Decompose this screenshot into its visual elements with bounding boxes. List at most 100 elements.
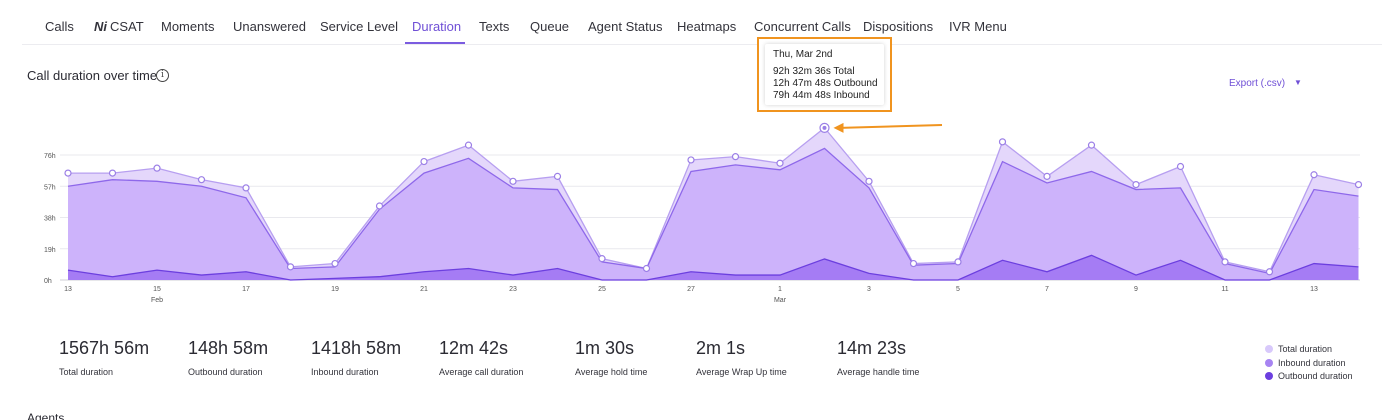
- tab-calls[interactable]: Calls: [45, 19, 74, 34]
- chart-title: Call duration over time: [27, 68, 158, 83]
- x-tick-sublabel: Feb: [151, 297, 163, 304]
- x-tick-label: 11: [1221, 286, 1228, 293]
- tab-ivr-menu[interactable]: IVR Menu: [949, 19, 1007, 34]
- tab-bar: Calls Ni CSAT Moments Unanswered Service …: [22, 0, 1382, 45]
- stat-label: Average call duration: [439, 367, 524, 377]
- stat-average-call-duration: 12m 42s Average call duration: [439, 338, 523, 377]
- legend-swatch: [1265, 372, 1273, 380]
- data-point: [1310, 171, 1318, 179]
- y-tick-label: 0h: [44, 278, 52, 285]
- stat-label: Total duration: [59, 367, 114, 377]
- legend-item-outbound[interactable]: Outbound duration: [1265, 371, 1353, 385]
- tab-service-level[interactable]: Service Level: [320, 19, 399, 34]
- data-point: [1043, 172, 1051, 180]
- legend-item-total[interactable]: Total duration: [1265, 344, 1353, 358]
- line-total-duration: [68, 126, 1359, 273]
- y-tick-label: 76h: [44, 153, 56, 160]
- data-point: [153, 164, 161, 172]
- stat-average-wrap-up-time: 2m 1s Average Wrap Up time: [696, 338, 787, 377]
- chart-legend: Total duration Inbound duration Outbound…: [1265, 344, 1353, 385]
- legend-label: Inbound duration: [1278, 357, 1346, 368]
- data-point: [909, 259, 918, 268]
- active-tab-indicator: [405, 42, 465, 44]
- line-outbound-duration: [67, 254, 1359, 281]
- data-point: [954, 258, 962, 266]
- tab-queue[interactable]: Queue: [530, 19, 570, 34]
- x-tick-label: 19: [331, 286, 339, 293]
- tab-csat-label: CSAT: [110, 19, 144, 34]
- stat-average-hold-time: 1m 30s Average hold time: [575, 338, 647, 377]
- stat-label: Average handle time: [837, 367, 920, 377]
- data-point: [687, 156, 695, 164]
- tab-unanswered[interactable]: Unanswered: [233, 19, 306, 34]
- tooltip-highlight-frame: Thu, Mar 2nd 92h 32m 36s Total 12h 47m 4…: [757, 37, 892, 112]
- stat-value: 12m 42s: [439, 338, 509, 358]
- data-point: [1354, 181, 1363, 189]
- chart-tooltip: Thu, Mar 2nd 92h 32m 36s Total 12h 47m 4…: [765, 44, 884, 105]
- tab-moments[interactable]: Moments: [161, 19, 215, 34]
- stat-label: Outbound duration: [188, 367, 263, 377]
- y-tick-label: 38h: [44, 216, 56, 223]
- data-point: [509, 177, 517, 185]
- data-point: [865, 177, 873, 185]
- data-point: [1132, 181, 1140, 189]
- stat-label: Average hold time: [575, 367, 648, 377]
- x-tick-label: 9: [1134, 286, 1138, 293]
- x-tick-label: 13: [1310, 286, 1318, 293]
- data-point: [731, 153, 740, 161]
- tab-agent-status[interactable]: Agent Status: [588, 19, 663, 34]
- x-tick-label: 27: [687, 286, 695, 293]
- tab-concurrent-calls[interactable]: Concurrent Calls: [754, 19, 851, 34]
- stat-inbound-duration: 1418h 58m Inbound duration: [311, 338, 401, 377]
- y-tick-label: 57h: [44, 184, 56, 191]
- csat-logo-icon: Ni: [94, 19, 107, 34]
- tooltip-total: 92h 32m 36s Total: [773, 66, 855, 77]
- callout-arrow-head: [833, 122, 844, 133]
- x-tick-label: 25: [598, 286, 606, 293]
- data-point: [776, 159, 784, 167]
- data-point: [998, 138, 1007, 146]
- tab-csat[interactable]: Ni CSAT: [94, 19, 144, 34]
- info-icon[interactable]: i: [156, 69, 169, 82]
- stat-value: 1m 30s: [575, 338, 635, 358]
- x-tick-label: 21: [420, 286, 428, 293]
- tab-texts[interactable]: Texts: [479, 19, 510, 34]
- tab-heatmaps[interactable]: Heatmaps: [677, 19, 737, 34]
- x-tick-label: 13: [64, 286, 72, 293]
- data-point: [1087, 141, 1096, 149]
- x-tick-label: 3: [867, 286, 871, 293]
- callout-arrow-line: [840, 124, 943, 129]
- legend-label: Outbound duration: [1278, 371, 1353, 381]
- legend-item-inbound[interactable]: Inbound duration: [1265, 358, 1353, 372]
- x-tick-label: 7: [1045, 286, 1049, 293]
- data-point: [1176, 162, 1185, 171]
- line-inbound-duration: [67, 147, 1359, 275]
- y-tick-label: 19h: [44, 247, 56, 254]
- tooltip-date: Thu, Mar 2nd: [773, 49, 833, 60]
- area-outbound-duration: [68, 255, 1359, 280]
- x-tick-label: 1: [778, 286, 782, 293]
- area-inbound-duration: [68, 148, 1359, 280]
- tab-duration[interactable]: Duration: [412, 19, 462, 34]
- caret-down-icon[interactable]: ▼: [1294, 78, 1302, 87]
- data-point: [64, 169, 72, 177]
- legend-swatch: [1265, 345, 1273, 353]
- data-point: [242, 184, 250, 192]
- data-point: [642, 264, 651, 273]
- tab-dispositions[interactable]: Dispositions: [863, 19, 934, 34]
- x-tick-sublabel: Mar: [774, 297, 787, 304]
- stat-label: Average Wrap Up time: [696, 367, 787, 377]
- stat-value: 2m 1s: [696, 338, 746, 358]
- data-point: [464, 141, 473, 149]
- export-csv-button[interactable]: Export (.csv): [1229, 78, 1286, 89]
- x-tick-label: 15: [153, 286, 161, 293]
- data-point: [420, 157, 428, 166]
- tooltip-inbound: 79h 44m 48s Inbound: [773, 90, 870, 101]
- data-point-highlight: [822, 125, 827, 130]
- stat-value: 1418h 58m: [311, 338, 402, 358]
- data-point: [331, 259, 339, 268]
- stat-value: 148h 58m: [188, 338, 269, 358]
- duration-area-chart: 0h 19h 38h 57h 76h 13 15 Feb 17 19 21 23 25 27 1 Mar 3 5 7…: [44, 122, 1363, 304]
- stat-average-handle-time: 14m 23s Average handle time: [837, 338, 919, 377]
- data-point: [286, 263, 295, 271]
